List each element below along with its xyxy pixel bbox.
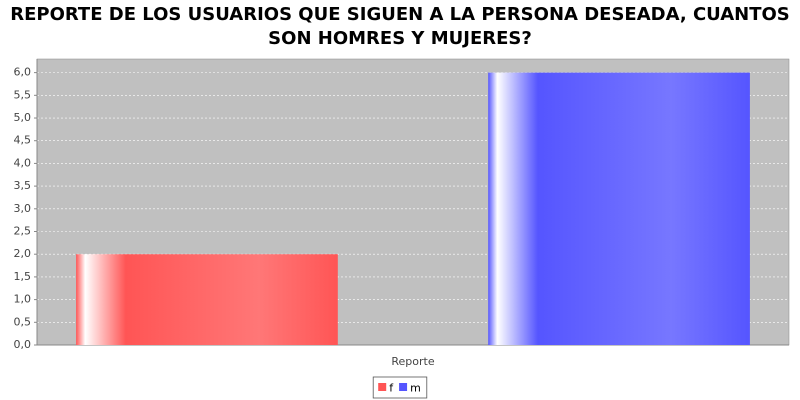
y-tick-label: 4,0 bbox=[14, 156, 32, 169]
y-tick-label: 2,5 bbox=[14, 225, 32, 238]
y-tick-label: 3,5 bbox=[14, 179, 32, 192]
y-tick-label: 4,5 bbox=[14, 134, 32, 147]
legend-label: f bbox=[389, 382, 394, 395]
legend-label: m bbox=[410, 382, 421, 395]
x-tick-label: Reporte bbox=[391, 355, 434, 368]
y-tick-label: 0,0 bbox=[14, 338, 32, 351]
y-tick-label: 5,5 bbox=[14, 88, 32, 101]
chart-title: REPORTE DE LOS USUARIOS QUE SIGUEN A LA … bbox=[10, 4, 790, 25]
y-tick-label: 5,0 bbox=[14, 111, 32, 124]
y-tick-label: 2,0 bbox=[14, 247, 32, 260]
bar bbox=[76, 254, 338, 345]
chart-title: SON HOMRES Y MUJERES? bbox=[268, 28, 532, 49]
y-tick-label: 6,0 bbox=[14, 66, 32, 79]
y-tick-label: 1,0 bbox=[14, 293, 32, 306]
bar bbox=[488, 72, 750, 345]
y-tick-label: 1,5 bbox=[14, 270, 32, 283]
legend-swatch bbox=[399, 383, 408, 391]
y-tick-label: 0,5 bbox=[14, 315, 32, 328]
y-tick-label: 3,0 bbox=[14, 202, 32, 215]
legend-swatch bbox=[378, 383, 387, 391]
